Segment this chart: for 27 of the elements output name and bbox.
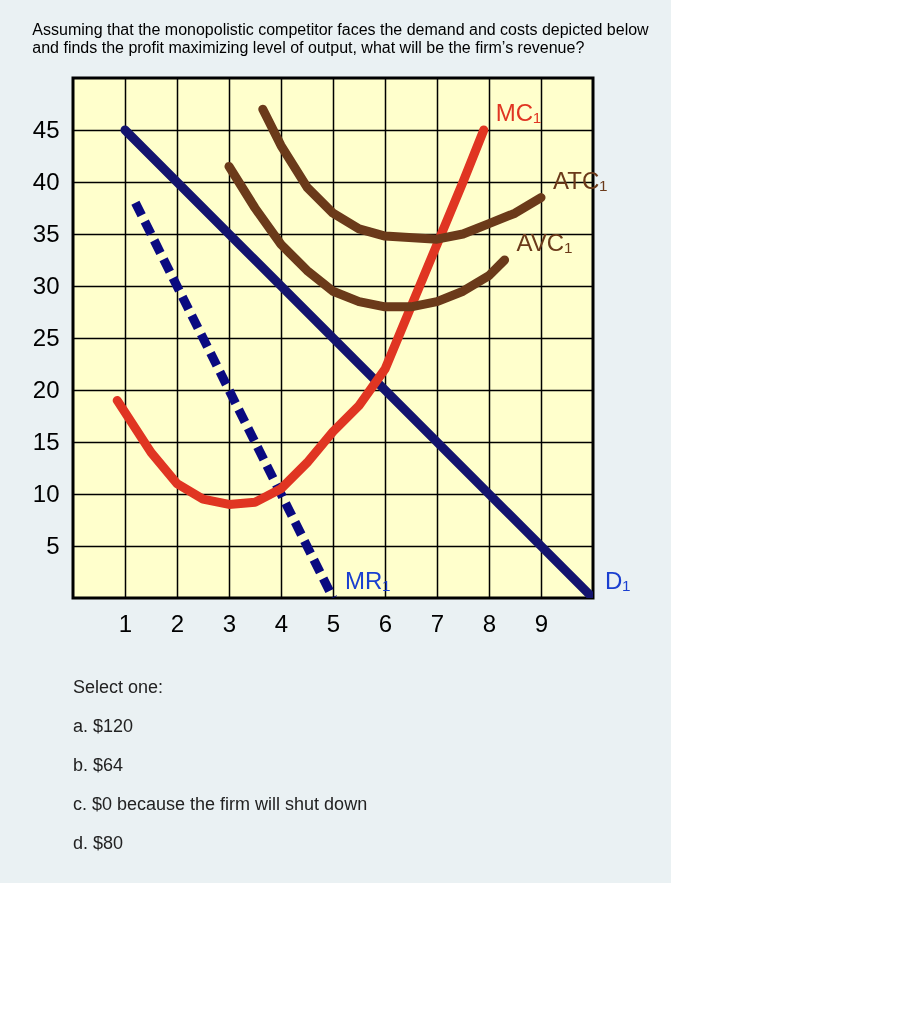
x-tick-label: 4 [274,609,289,637]
x-tick-label: 5 [326,609,341,637]
series-label: MC₁ [495,99,542,126]
y-tick-label: 5 [46,531,60,559]
x-tick-label: 6 [378,609,393,637]
y-tick-label: 20 [32,375,60,403]
x-tick-label: 8 [482,609,497,637]
text: c. $0 because the firm will shut down [73,793,368,814]
text: d. $80 [73,832,124,853]
y-tick-label: 25 [32,323,60,351]
x-tick-label: 2 [170,609,185,637]
x-tick-label: 1 [118,609,133,637]
y-tick-label: 40 [32,167,60,195]
series-label: D₁ [605,567,631,594]
y-tick-label: 15 [32,427,60,455]
text: Select one: [73,676,164,697]
y-tick-label: 35 [32,219,60,247]
y-tick-label: 45 [32,115,60,143]
text: Assuming that the monopolistic competitor faces the demand and costs depicted below [32,21,649,38]
x-tick-label: 9 [534,609,549,637]
text: a. $120 [73,715,134,736]
x-tick-label: 7 [430,609,445,637]
text: and finds the profit maximizing level of output, what will be the firm’s revenue? [32,39,585,56]
y-tick-label: 10 [32,479,60,507]
x-tick-label: 3 [222,609,237,637]
y-tick-label: 30 [32,271,60,299]
text: b. $64 [73,754,124,775]
